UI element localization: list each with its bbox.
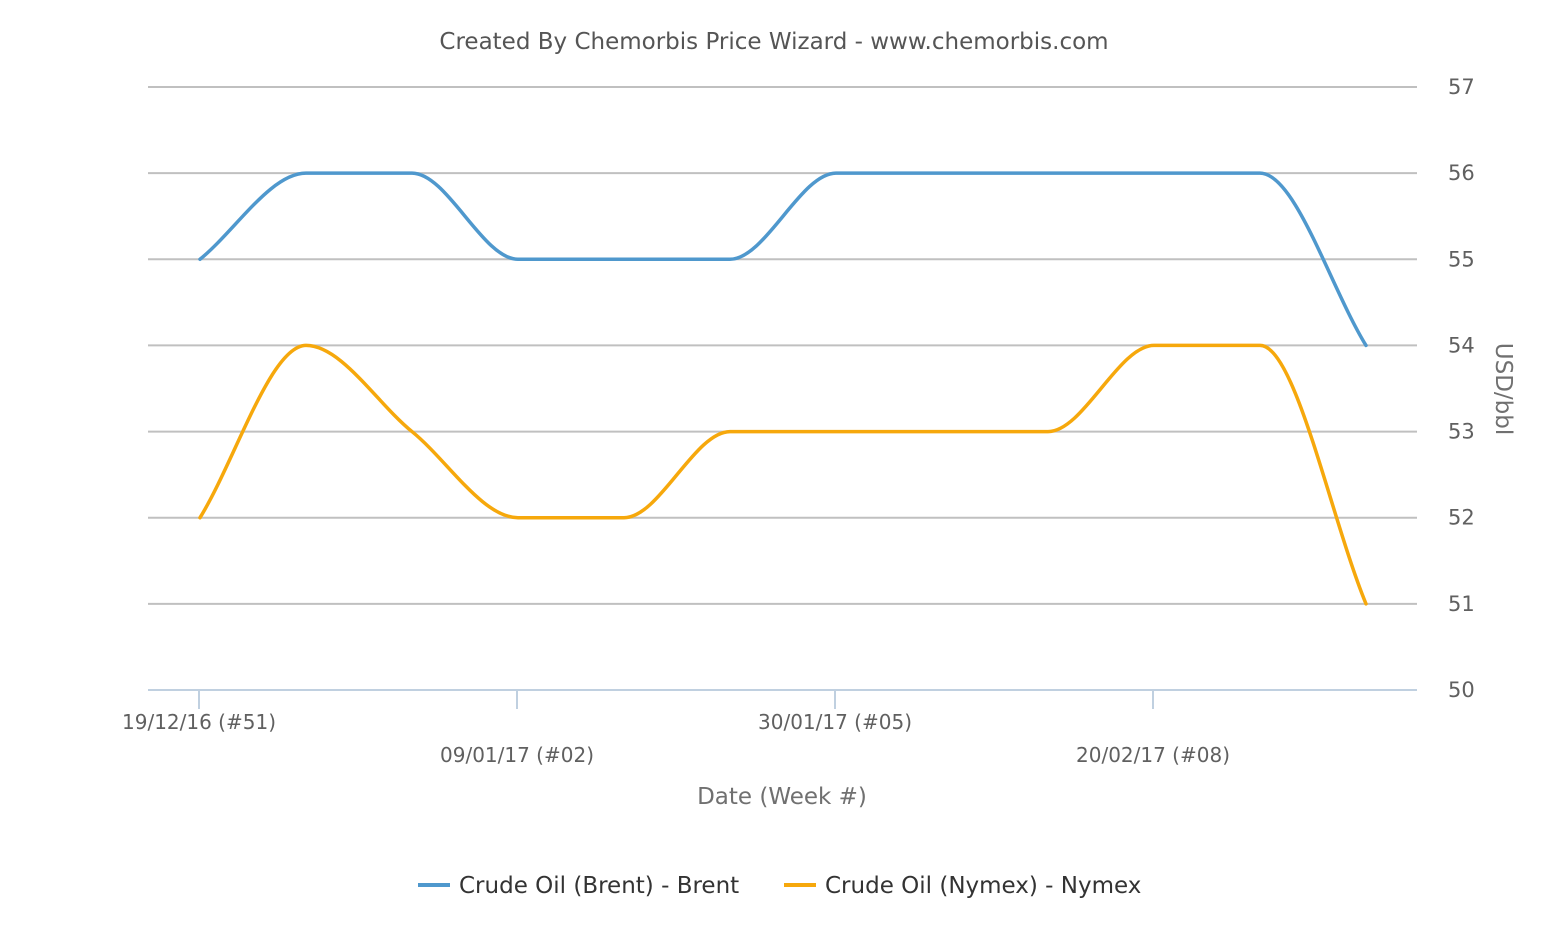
y-axis-title: USD/bbl — [1490, 343, 1516, 435]
legend-item[interactable]: Crude Oil (Brent) - Brent — [418, 873, 739, 899]
x-tick-label: 19/12/16 (#51) — [122, 710, 276, 734]
y-tick-label: 51 — [1448, 592, 1475, 616]
series-line-nymex — [198, 343, 1368, 606]
legend: Crude Oil (Brent) - Brent Crude Oil (Nyme… — [418, 873, 1141, 899]
series-line-brent — [198, 171, 1368, 348]
y-tick-label: 53 — [1448, 420, 1475, 444]
y-tick-label: 57 — [1448, 75, 1475, 99]
chart-title: Created By Chemorbis Price Wizard - www.… — [439, 29, 1108, 55]
x-tick-label: 20/02/17 (#08) — [1076, 743, 1230, 767]
series-lines — [198, 171, 1368, 606]
y-tick-label: 50 — [1448, 678, 1475, 702]
legend-item[interactable]: Crude Oil (Nymex) - Nymex — [784, 873, 1141, 899]
legend-label: Crude Oil (Nymex) - Nymex — [825, 873, 1141, 899]
y-tick-label: 56 — [1448, 161, 1475, 185]
x-tick-label: 30/01/17 (#05) — [758, 710, 912, 734]
y-tick-label: 55 — [1448, 247, 1475, 271]
y-tick-label: 54 — [1448, 333, 1475, 357]
legend-label: Crude Oil (Brent) - Brent — [459, 873, 739, 899]
y-tick-label: 52 — [1448, 506, 1475, 530]
x-axis-title: Date (Week #) — [697, 784, 867, 810]
x-tick-label: 09/01/17 (#02) — [440, 743, 594, 767]
y-axis-ticks: 50 51 52 53 54 55 56 57 — [1448, 75, 1475, 702]
x-axis: 19/12/16 (#51) 09/01/17 (#02) 30/01/17 (#0… — [122, 689, 1417, 767]
